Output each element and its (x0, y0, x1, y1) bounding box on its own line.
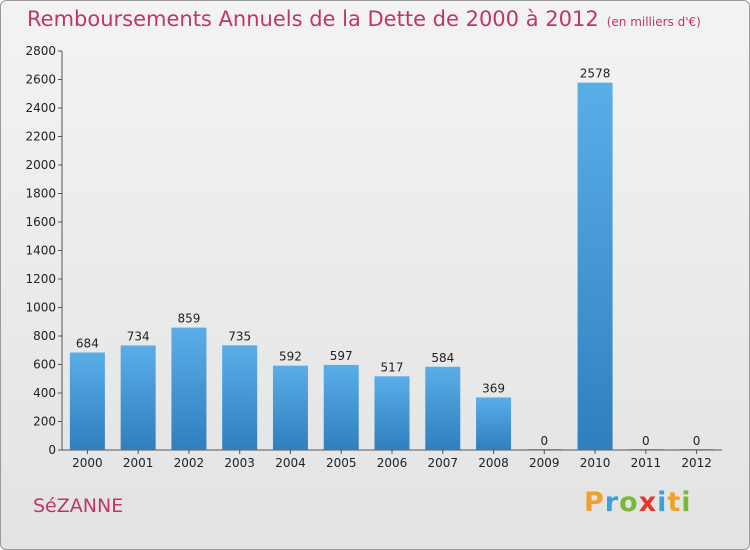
bar-value-label: 735 (228, 329, 251, 343)
y-tick-label: 1400 (25, 244, 56, 258)
y-tick-label: 0 (48, 443, 56, 457)
bar-value-label: 597 (330, 349, 353, 363)
bar (679, 449, 715, 450)
y-tick-label: 600 (33, 358, 56, 372)
bar (222, 345, 258, 450)
x-tick-label: 2000 (72, 456, 103, 470)
logo-letter: t (667, 487, 682, 518)
bar-value-label: 0 (540, 434, 548, 448)
y-tick-label: 2400 (25, 101, 56, 115)
y-tick-label: 2600 (25, 73, 56, 87)
bar-value-label: 369 (482, 381, 505, 395)
y-tick-label: 2800 (25, 44, 56, 58)
bar-value-label: 734 (127, 329, 150, 343)
bar-value-label: 584 (431, 351, 454, 365)
x-tick-label: 2006 (377, 456, 408, 470)
y-tick-label: 1000 (25, 301, 56, 315)
bar (323, 364, 359, 450)
x-tick-label: 2010 (580, 456, 611, 470)
x-tick-label: 2002 (174, 456, 205, 470)
x-tick-label: 2008 (478, 456, 509, 470)
bar (628, 449, 664, 450)
bar-value-label: 517 (381, 360, 404, 374)
x-tick-label: 2009 (529, 456, 560, 470)
x-tick-label: 2004 (275, 456, 306, 470)
logo-letter: x (638, 487, 658, 518)
bar (577, 82, 613, 450)
city-name: SéZANNE (33, 495, 124, 517)
bar (374, 376, 410, 450)
logo-letter: o (619, 487, 639, 518)
y-tick-label: 2200 (25, 130, 56, 144)
bar-value-label: 0 (693, 434, 701, 448)
bar-value-label: 0 (642, 434, 650, 448)
bar (425, 366, 461, 450)
x-tick-label: 2011 (631, 456, 662, 470)
logo-letter: i (681, 487, 692, 518)
y-tick-label: 1800 (25, 187, 56, 201)
bar (171, 327, 207, 450)
y-tick-label: 200 (33, 415, 56, 429)
x-tick-label: 2012 (681, 456, 712, 470)
y-tick-label: 1600 (25, 215, 56, 229)
logo-letter: i (657, 487, 668, 518)
bar-value-label: 2578 (580, 67, 611, 81)
chart-unit: (en milliers d'€) (606, 15, 701, 29)
bar-value-label: 684 (76, 337, 99, 351)
x-tick-label: 2003 (224, 456, 255, 470)
chart-title-main: Remboursements Annuels de la Dette de 20… (27, 7, 599, 31)
bar (272, 365, 308, 450)
proxiti-logo: Proxiti (584, 487, 692, 518)
x-tick-label: 2005 (326, 456, 357, 470)
y-tick-label: 1200 (25, 272, 56, 286)
bar-value-label: 592 (279, 350, 302, 364)
chart-title: Remboursements Annuels de la Dette de 20… (27, 7, 701, 31)
bar (120, 345, 156, 450)
bar (476, 397, 512, 450)
x-tick-label: 2001 (123, 456, 154, 470)
y-tick-label: 2000 (25, 158, 56, 172)
y-tick-label: 800 (33, 329, 56, 343)
logo-letter: P (584, 487, 605, 518)
bar (526, 449, 562, 450)
x-tick-label: 2007 (427, 456, 458, 470)
logo-letter: r (604, 487, 620, 518)
y-tick-label: 400 (33, 386, 56, 400)
bar (69, 352, 105, 450)
bar-value-label: 859 (177, 312, 200, 326)
